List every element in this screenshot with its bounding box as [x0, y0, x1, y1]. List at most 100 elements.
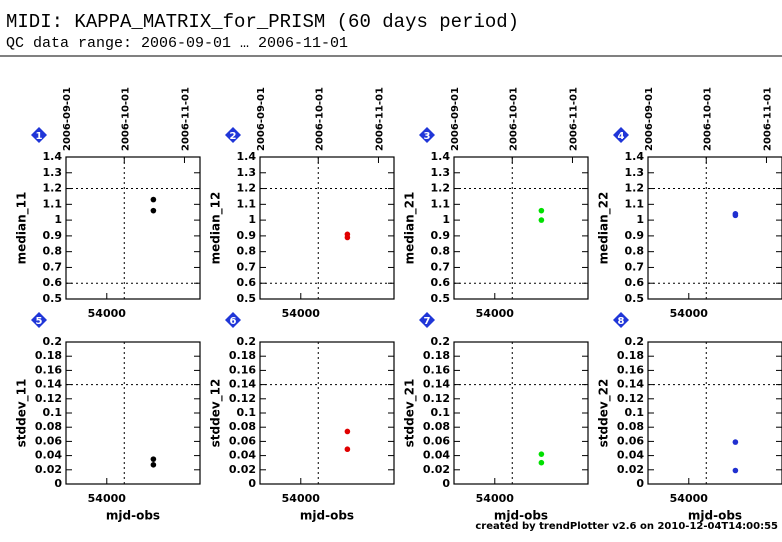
y-tick-label: 0.5 — [237, 292, 257, 305]
y-tick-label: 1.3 — [431, 166, 451, 179]
y-tick-label: 0.06 — [35, 434, 62, 447]
y-tick-label: 0.08 — [229, 420, 256, 433]
y-tick-label: 0.9 — [625, 229, 645, 242]
y-tick-label: 0.2 — [431, 335, 451, 348]
y-tick-label: 0.18 — [35, 349, 62, 362]
y-tick-label: 0.14 — [229, 378, 256, 391]
x-tick-label: 54000 — [88, 492, 127, 505]
y-tick-label: 1.1 — [625, 197, 645, 210]
y-tick-label: 0 — [442, 477, 450, 490]
x-tick-label: 54000 — [476, 307, 515, 320]
panel: 1 0.5 0.6 0.7 0.8 0.9 1 1.1 1.2 1.3 1.4 54000 2006-0… — [15, 87, 201, 320]
x-tick-label: 54000 — [282, 307, 321, 320]
y-tick-label: 1.3 — [625, 166, 645, 179]
y-tick-label: 0.8 — [431, 245, 451, 258]
y-tick-label: 0.6 — [237, 276, 257, 289]
x-axis-label: mjd-obs — [494, 509, 548, 523]
y-tick-label: 1.4 — [431, 150, 451, 163]
data-point — [732, 467, 739, 474]
x2-tick-label: 2006-09-01 — [62, 87, 73, 151]
y-tick-label: 0.1 — [431, 406, 451, 419]
data-point — [150, 207, 157, 214]
y-tick-label: 0.04 — [423, 449, 450, 462]
panel: 4 0.5 0.6 0.7 0.8 0.9 1 1.1 1.2 1.3 1.4 54000 2006-0… — [597, 87, 782, 320]
y-tick-label: 0.16 — [617, 363, 644, 376]
y-tick-label: 0.1 — [43, 406, 63, 419]
y-tick-label: 0.2 — [625, 335, 645, 348]
y-tick-label: 0.6 — [625, 276, 645, 289]
panel-badge — [613, 312, 629, 328]
y-tick-label: 0.2 — [237, 335, 257, 348]
y-tick-label: 0.1 — [237, 406, 257, 419]
panel-badge — [225, 127, 241, 143]
panel-badge — [225, 312, 241, 328]
y-tick-label: 1.1 — [237, 197, 257, 210]
y-tick-label: 0.8 — [237, 245, 257, 258]
y-tick-label: 1.1 — [431, 197, 451, 210]
y-tick-label: 1.2 — [43, 182, 63, 195]
panel-number: 7 — [424, 316, 431, 327]
data-point — [538, 217, 545, 223]
x-tick-label: 54000 — [88, 307, 127, 320]
y-tick-label: 0 — [248, 477, 256, 490]
y-tick-label: 0.02 — [35, 463, 62, 476]
plot-frame — [259, 341, 395, 485]
panel: 6 00.020.04 0.060.080.10.120.14 0.160.180.2… — [209, 312, 395, 523]
panel-badge — [419, 127, 435, 143]
data-point — [150, 456, 157, 462]
data-point — [344, 234, 351, 241]
data-point — [344, 446, 351, 453]
y-tick-label: 0.18 — [617, 349, 644, 362]
y-tick-label: 1.2 — [431, 182, 451, 195]
y-tick-label: 1.3 — [43, 166, 63, 179]
y-tick-label: 0.16 — [35, 363, 62, 376]
y-tick-label: 0.6 — [43, 276, 63, 289]
y-axis-label: stddev_22 — [597, 379, 612, 448]
plot-frame — [453, 156, 589, 300]
y-tick-label: 0.16 — [229, 363, 256, 376]
y-tick-label: 0.8 — [625, 245, 645, 258]
y-tick-label: 0.5 — [625, 292, 645, 305]
y-tick-label: 0.9 — [431, 229, 451, 242]
y-axis-label: median_22 — [597, 192, 612, 265]
y-tick-label: 1.3 — [237, 166, 257, 179]
x2-tick-label: 2006-11-01 — [568, 87, 579, 151]
y-tick-label: 1 — [54, 213, 62, 226]
data-point — [732, 212, 739, 219]
y-tick-label: 0.2 — [43, 335, 63, 348]
y-tick-label: 1.4 — [237, 150, 257, 163]
y-axis-label: stddev_11 — [15, 379, 30, 448]
page-subtitle: QC data range: 2006-09-01 … 2006-11-01 — [6, 35, 348, 52]
x-axis-label: mjd-obs — [688, 509, 742, 523]
y-tick-label: 0.6 — [431, 276, 451, 289]
y-tick-label: 0 — [636, 477, 644, 490]
data-point — [344, 428, 351, 435]
data-point — [150, 196, 157, 203]
y-tick-label: 0.12 — [423, 392, 450, 405]
panel: 7 00.020.04 0.060.080.10.120.14 0.160.180.2… — [403, 312, 589, 523]
y-tick-label: 0.04 — [35, 449, 62, 462]
panel-number: 1 — [36, 131, 43, 142]
y-tick-label: 0.12 — [617, 392, 644, 405]
y-tick-label: 1.4 — [43, 150, 63, 163]
plot-frame — [647, 156, 782, 300]
panel-number: 5 — [36, 316, 43, 327]
y-tick-label: 1.1 — [43, 197, 63, 210]
x2-tick-label: 2006-11-01 — [374, 87, 385, 151]
y-tick-label: 0.08 — [35, 420, 62, 433]
plot-frame — [647, 341, 782, 485]
y-tick-label: 0.04 — [617, 449, 644, 462]
y-tick-label: 1.4 — [625, 150, 645, 163]
y-tick-label: 0.12 — [35, 392, 62, 405]
y-tick-label: 0.9 — [237, 229, 257, 242]
panel: 8 00.020.04 0.060.080.10.120.14 0.160.180.2… — [597, 312, 782, 523]
y-tick-label: 0.7 — [43, 260, 63, 273]
y-tick-label: 0.9 — [43, 229, 63, 242]
y-axis-label: stddev_12 — [209, 379, 224, 448]
data-point — [150, 462, 157, 468]
x2-tick-label: 2006-10-01 — [702, 87, 713, 151]
y-tick-label: 1 — [636, 213, 644, 226]
x2-tick-label: 2006-09-01 — [256, 87, 267, 151]
x2-tick-label: 2006-09-01 — [450, 87, 461, 151]
y-tick-label: 0.08 — [617, 420, 644, 433]
